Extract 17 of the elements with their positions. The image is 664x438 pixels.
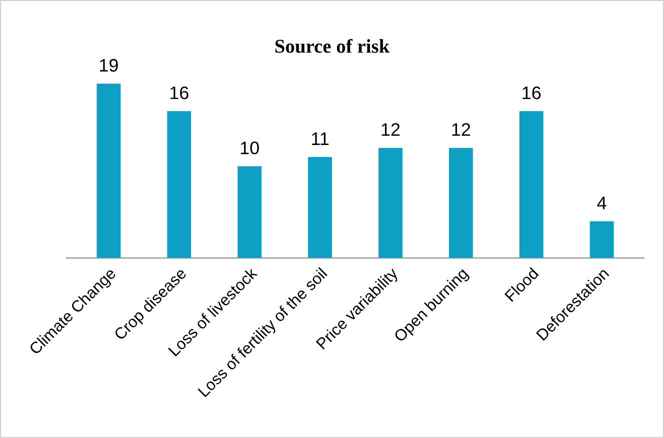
- bar: [378, 148, 402, 258]
- data-label: 4: [597, 196, 606, 210]
- bar: [167, 111, 192, 258]
- data-label: 11: [312, 132, 329, 145]
- data-label: 12: [452, 123, 470, 136]
- data-label: 12: [382, 123, 400, 136]
- data-label: 10: [240, 142, 259, 154]
- bar: [519, 111, 544, 258]
- data-label: 19: [100, 58, 118, 72]
- data-label: 16: [522, 86, 541, 100]
- bar: [590, 221, 614, 258]
- data-label: 16: [170, 86, 188, 100]
- bar: [238, 166, 262, 258]
- bar: [308, 157, 332, 258]
- chart-title: Source of risk: [275, 38, 390, 53]
- bar: [448, 148, 473, 258]
- bar: [96, 84, 121, 258]
